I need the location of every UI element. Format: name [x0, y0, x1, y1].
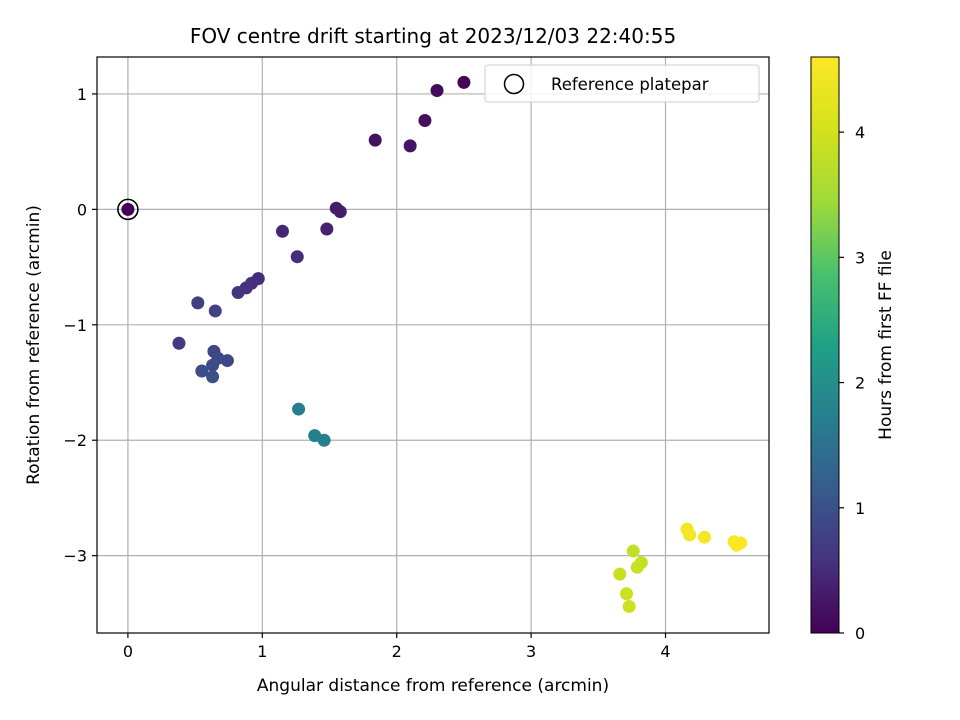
- x-tick-label: 0: [123, 642, 133, 661]
- data-point: [622, 599, 636, 613]
- data-point: [206, 358, 220, 372]
- y-tick-label: 0: [77, 200, 87, 219]
- data-point: [231, 285, 245, 299]
- data-point: [195, 364, 209, 378]
- colorbar-tick-label: 4: [855, 123, 865, 142]
- colorbar: 0 1 2 3 4 Hours from first FF file: [810, 56, 896, 643]
- data-point: [697, 530, 711, 544]
- x-tick-label: 3: [526, 642, 536, 661]
- data-point: [403, 139, 417, 153]
- data-point: [172, 336, 186, 350]
- data-point: [683, 528, 697, 542]
- x-tick-label: 1: [257, 642, 267, 661]
- legend-reference-marker: [503, 73, 525, 95]
- data-point: [208, 304, 222, 318]
- legend-label: Reference platepar: [551, 75, 709, 94]
- colorbar-ticks: 0 1 2 3 4: [839, 123, 865, 643]
- data-point: [613, 567, 627, 581]
- x-tick-label: 4: [660, 642, 670, 661]
- y-tick-label: 1: [77, 85, 87, 104]
- data-point: [457, 75, 471, 89]
- data-point: [317, 433, 331, 447]
- legend-box: [484, 64, 760, 103]
- data-point: [275, 224, 289, 238]
- colorbar-gradient: [810, 56, 840, 634]
- data-point: [333, 205, 347, 219]
- plot-frame: [96, 56, 770, 634]
- x-tick-label: 2: [392, 642, 402, 661]
- data-point: [191, 296, 205, 310]
- colorbar-tick-label: 2: [855, 374, 865, 393]
- data-point: [734, 536, 748, 550]
- data-point: [290, 250, 304, 264]
- colorbar-label: Hours from first FF file: [876, 250, 896, 440]
- data-point: [320, 222, 334, 236]
- reference-platepar-marker: [117, 198, 139, 221]
- x-axis-label: Angular distance from reference (arcmin): [257, 676, 609, 696]
- y-axis-ticks: −3 −2 −1 0 1: [63, 85, 97, 566]
- colorbar-tick-label: 3: [855, 248, 865, 267]
- data-point: [626, 544, 640, 558]
- data-point: [630, 560, 644, 574]
- data-point: [206, 370, 220, 384]
- grid: [97, 57, 769, 633]
- data-points: [117, 75, 748, 613]
- legend: Reference platepar: [484, 64, 760, 103]
- colorbar-tick-label: 1: [855, 499, 865, 518]
- data-point: [418, 113, 432, 127]
- chart-title: FOV centre drift starting at 2023/12/03 …: [190, 24, 676, 48]
- y-tick-label: −3: [63, 547, 87, 566]
- data-point: [430, 83, 444, 97]
- x-axis-ticks: 0 1 2 3 4: [123, 633, 671, 661]
- y-tick-label: −1: [63, 316, 87, 335]
- y-tick-label: −2: [63, 431, 87, 450]
- data-point: [368, 133, 382, 147]
- colorbar-tick-label: 0: [855, 624, 865, 643]
- data-point: [292, 402, 306, 416]
- data-point: [620, 587, 634, 601]
- data-point: [121, 202, 135, 216]
- y-axis-label: Rotation from reference (arcmin): [24, 205, 44, 485]
